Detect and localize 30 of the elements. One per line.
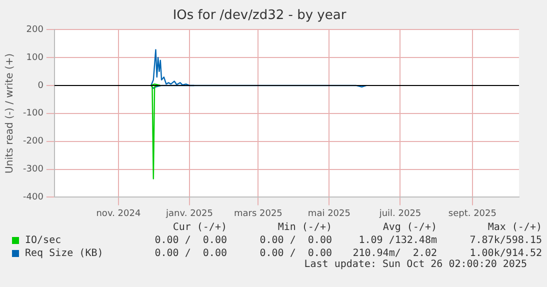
y-tick-label: 0 [38,80,44,91]
text: 0.00 / 0.00 [258,248,332,259]
y-tick-label: -400 [22,192,44,203]
text: Min (-/+) [276,222,332,233]
text: 0.00 / 0.00 [154,235,227,246]
x-tick-label: mai 2025 [308,208,350,219]
text: Max (-/+) [486,222,542,233]
text: 210.94m/ 2.02 [352,248,437,259]
y-tick-label: -300 [22,164,44,175]
x-tick-label: juil. 2025 [378,208,422,219]
text: Cur (-/+) [172,222,227,233]
y-tick-label: -200 [22,136,44,147]
y-tick-label: 100 [26,52,44,63]
text: 0.00 / 0.00 [258,235,332,246]
x-tick-label: nov. 2024 [96,208,141,219]
chart-title: IOs for /dev/zd32 - by year [172,8,347,24]
text: Last update: Sun Oct 26 02:00:20 2025 [303,259,528,270]
text: Avg (-/+) [382,222,437,233]
legend-label: Req Size (KB) [25,248,104,259]
text: 1.00k/914.52 [468,248,542,259]
y-tick-label: -100 [22,108,44,119]
text: 0.00 / 0.00 [154,248,227,259]
y-axis-title: Units read (-) / write (+) [4,53,16,174]
x-tick-label: janv. 2025 [165,208,213,219]
text: 7.87k/598.15 [468,235,542,246]
x-tick-label: sept. 2025 [448,208,496,219]
y-tick-label: 200 [26,24,44,35]
legend-label: IO/sec [25,235,62,246]
text: 1.09 /132.48m [358,235,437,246]
x-tick-label: mars 2025 [234,208,282,219]
